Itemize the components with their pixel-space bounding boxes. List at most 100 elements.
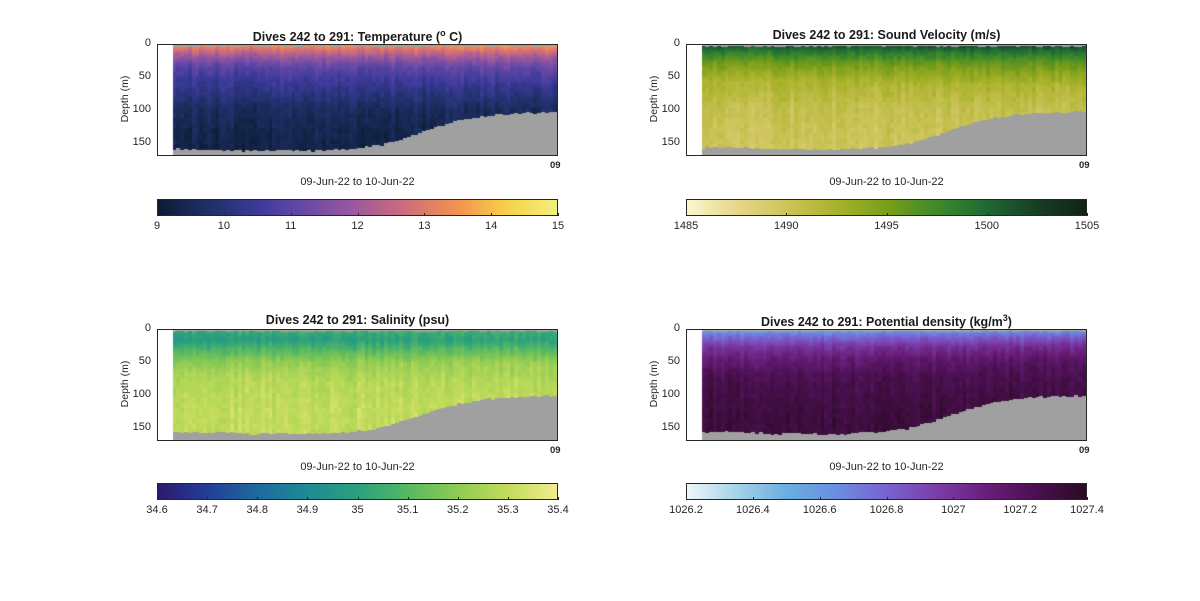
y-tick-label: 100 (132, 387, 151, 400)
y-tick-label: 150 (132, 135, 151, 148)
x-tick-label: 09 (550, 160, 561, 171)
colorbar-tick-mark (507, 497, 509, 500)
colorbar-tick-mark (207, 497, 209, 500)
colorbar-tick-label: 35.3 (497, 504, 519, 516)
colorbar-tick-label: 1485 (673, 220, 699, 232)
colorbar-tick-label: 1505 (1074, 220, 1100, 232)
colorbar-tick-mark (157, 213, 158, 216)
colorbar-tick-label: 1495 (874, 220, 899, 232)
colorbar-tick-label: 35 (351, 504, 364, 516)
y-tick-label: 100 (132, 102, 151, 115)
colorbar-tick-mark (223, 213, 225, 216)
colorbar-tick-mark (786, 213, 788, 216)
colorbar-tick-label: 1026.6 (802, 504, 837, 516)
chart-title: Dives 242 to 291: Temperature (o C) (157, 28, 558, 44)
colorbar-tick-label: 1490 (774, 220, 799, 232)
colorbar-tick-label: 1500 (974, 220, 999, 232)
y-tick-label: 0 (673, 322, 680, 334)
colorbar-tick-label: 10 (217, 220, 230, 232)
chart-title-text: Dives 242 to 291: Salinity (psu) (265, 313, 450, 327)
colorbar-tick-label: 1026.4 (736, 504, 770, 516)
chart-title: Dives 242 to 291: Sound Velocity (m/s) (686, 28, 1087, 42)
colorbar-tick-label: 1026.2 (669, 504, 703, 516)
colorbar-tick-mark (1087, 497, 1088, 500)
x-axis-label: 09-Jun-22 to 10-Jun-22 (829, 176, 944, 188)
colorbar-tick-label: 14 (485, 220, 498, 232)
y-tick-label: 50 (138, 69, 151, 82)
colorbar-tick-label: 13 (418, 220, 431, 232)
colorbar-tick-mark (686, 497, 687, 500)
colorbar-tick-mark (357, 213, 359, 216)
colorbar-tick-mark (886, 213, 888, 216)
colorbar-tick-label: 34.9 (296, 504, 319, 516)
colorbar-tick-mark (1087, 213, 1088, 216)
x-axis-label: 09-Jun-22 to 10-Jun-22 (300, 461, 415, 473)
y-tick-label: 50 (667, 354, 680, 367)
colorbar-tick-mark (424, 213, 426, 216)
chart-title-suffix: ) (1007, 315, 1012, 330)
colorbar-tick-mark (686, 213, 687, 216)
heatmap-canvas (158, 330, 557, 440)
y-tick-label: 50 (667, 69, 680, 82)
colorbar-tick-label: 1027.4 (1070, 504, 1104, 516)
x-axis-label: 09-Jun-22 to 10-Jun-22 (300, 176, 415, 188)
x-tick-label: 09 (1079, 160, 1090, 171)
y-tick-label: 150 (661, 420, 680, 433)
colorbar-tick-label: 11 (284, 220, 297, 232)
colorbar-tick-label: 1027.2 (1003, 504, 1037, 516)
colorbar-tick-label: 1027 (941, 504, 966, 516)
x-tick-label: 09 (550, 445, 561, 456)
y-tick-label: 100 (661, 387, 680, 400)
y-tick-label: 150 (132, 420, 151, 433)
colorbar-tick-label: 34.6 (146, 504, 168, 516)
colorbar-tick-mark (290, 213, 292, 216)
y-tick-label: 0 (673, 37, 680, 49)
colorbar-tick-mark (407, 497, 409, 500)
x-axis-label: 09-Jun-22 to 10-Jun-22 (829, 461, 944, 473)
colorbar-tick-label: 34.8 (246, 504, 268, 516)
chart-title-text: Dives 242 to 291: Temperature ( (252, 30, 441, 45)
heatmap-plot-area (157, 44, 558, 156)
chart-title-superscript: 3 (1002, 313, 1008, 323)
colorbar-tick-mark (257, 497, 259, 500)
chart-title: Dives 242 to 291: Salinity (psu) (157, 313, 558, 327)
colorbar-tick-mark (307, 497, 309, 500)
chart-title-text: Dives 242 to 291: Sound Velocity (m/s) (772, 28, 1001, 42)
y-tick-label: 0 (144, 37, 151, 49)
colorbar-tick-mark (491, 213, 493, 216)
colorbar-tick-label: 9 (153, 220, 161, 232)
colorbar-tick-label: 1026.8 (869, 504, 904, 516)
colorbar-tick-mark (558, 497, 559, 500)
colorbar-tick-label: 35.4 (547, 504, 569, 516)
colorbar-tick-mark (953, 497, 955, 500)
colorbar-tick-label: 34.7 (196, 504, 218, 516)
y-tick-label: 150 (661, 135, 680, 148)
heatmap-canvas (687, 45, 1086, 155)
chart-title-superscript: o (440, 28, 446, 38)
colorbar-tick-mark (1020, 497, 1022, 500)
colorbar-tick-mark (752, 497, 754, 500)
x-tick-label: 09 (1079, 445, 1090, 456)
colorbar-tick-mark (357, 497, 359, 500)
colorbar-tick-mark (986, 213, 988, 216)
heatmap-plot-area (686, 329, 1087, 441)
heatmap-plot-area (157, 329, 558, 441)
heatmap-canvas (158, 45, 557, 155)
heatmap-plot-area (686, 44, 1087, 156)
colorbar-tick-label: 35.2 (447, 504, 469, 516)
colorbar-tick-label: 15 (551, 220, 565, 232)
chart-title-text: Dives 242 to 291: Potential density (kg/… (761, 315, 1003, 330)
colorbar-tick-label: 12 (351, 220, 364, 232)
heatmap-canvas (687, 330, 1086, 440)
colorbar-tick-label: 35.1 (396, 504, 419, 516)
chart-title-suffix: C) (445, 30, 463, 45)
y-tick-label: 0 (144, 322, 151, 334)
y-tick-label: 50 (138, 354, 151, 367)
colorbar-tick-mark (819, 497, 821, 500)
chart-title: Dives 242 to 291: Potential density (kg/… (686, 313, 1087, 329)
colorbar-tick-mark (457, 497, 459, 500)
y-tick-label: 100 (661, 102, 680, 115)
colorbar-tick-mark (157, 497, 158, 500)
colorbar-tick-mark (886, 497, 888, 500)
colorbar-tick-mark (558, 213, 559, 216)
